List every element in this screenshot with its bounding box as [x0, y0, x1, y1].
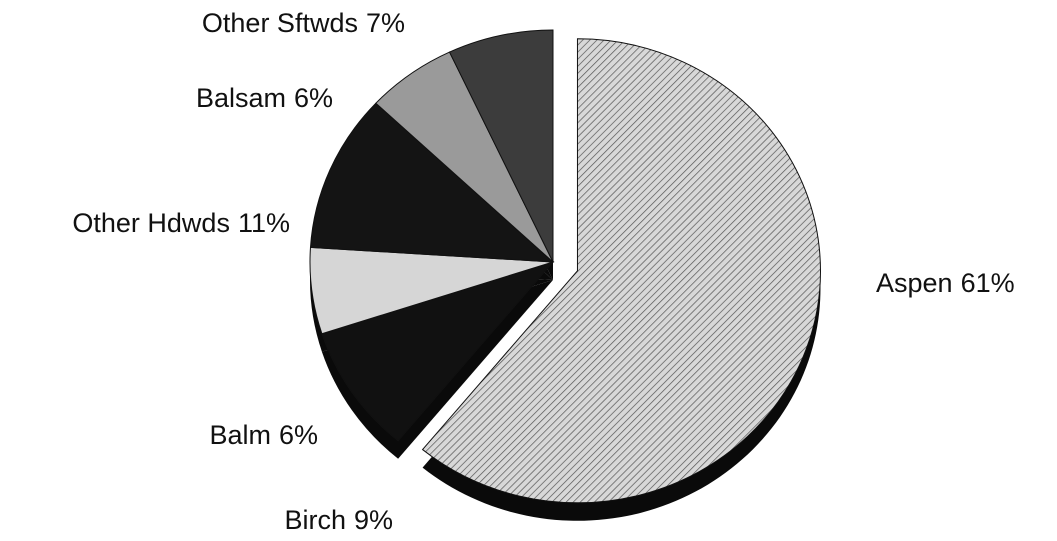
slice-label: Other Hdwds 11%	[72, 208, 290, 238]
slice-label: Birch 9%	[284, 505, 393, 535]
slice	[309, 102, 555, 263]
category-label: Balm	[209, 420, 271, 450]
category-label: Balsam	[196, 83, 286, 113]
category-label: Aspen	[876, 268, 953, 298]
slice-label: Balm 6%	[209, 420, 318, 450]
slice	[321, 261, 555, 442]
value-label: 9%	[354, 505, 393, 535]
slice	[448, 29, 554, 263]
category-label: Birch	[284, 505, 346, 535]
value-label: 61%	[961, 268, 1015, 298]
slice	[421, 38, 821, 504]
category-label: Other Hdwds	[72, 208, 230, 238]
value-label: 7%	[366, 8, 405, 38]
category-label: Other Sftwds	[202, 8, 358, 38]
slice-label: Balsam 6%	[196, 83, 333, 113]
value-label: 6%	[294, 83, 333, 113]
slice-label: Other Sftwds 7%	[202, 8, 405, 38]
value-label: 11%	[238, 208, 290, 238]
value-label: 6%	[279, 420, 318, 450]
slice-label: Aspen 61%	[876, 268, 1015, 298]
